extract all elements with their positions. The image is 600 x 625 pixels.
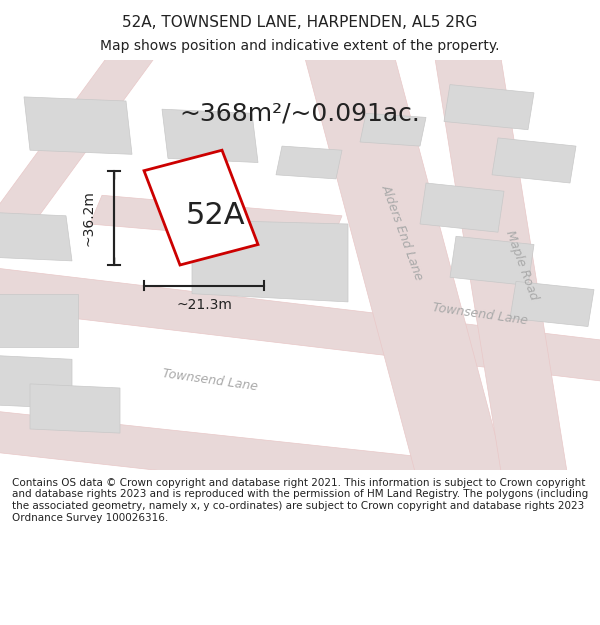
Text: Townsend Lane: Townsend Lane bbox=[431, 301, 529, 328]
Polygon shape bbox=[192, 220, 348, 302]
Text: 52A, TOWNSEND LANE, HARPENDEN, AL5 2RG: 52A, TOWNSEND LANE, HARPENDEN, AL5 2RG bbox=[122, 15, 478, 30]
Polygon shape bbox=[0, 294, 78, 347]
Polygon shape bbox=[0, 212, 72, 261]
Polygon shape bbox=[276, 146, 342, 179]
Text: 52A: 52A bbox=[186, 201, 246, 230]
Text: ~36.2m: ~36.2m bbox=[82, 190, 96, 246]
Text: ~368m²/~0.091ac.: ~368m²/~0.091ac. bbox=[179, 101, 421, 125]
FancyBboxPatch shape bbox=[0, 470, 600, 625]
Polygon shape bbox=[432, 39, 570, 491]
Polygon shape bbox=[360, 113, 426, 146]
Polygon shape bbox=[90, 195, 342, 244]
Polygon shape bbox=[510, 281, 594, 326]
Polygon shape bbox=[450, 236, 534, 286]
Text: Contains OS data © Crown copyright and database right 2021. This information is : Contains OS data © Crown copyright and d… bbox=[12, 478, 588, 522]
Polygon shape bbox=[144, 150, 258, 265]
Polygon shape bbox=[420, 183, 504, 232]
Polygon shape bbox=[24, 97, 132, 154]
Polygon shape bbox=[30, 384, 120, 433]
Text: ~21.3m: ~21.3m bbox=[176, 298, 232, 312]
Polygon shape bbox=[0, 39, 168, 244]
Text: Alders End Lane: Alders End Lane bbox=[379, 182, 425, 282]
Polygon shape bbox=[162, 109, 258, 162]
Polygon shape bbox=[0, 355, 72, 409]
Text: Map shows position and indicative extent of the property.: Map shows position and indicative extent… bbox=[100, 39, 500, 53]
Text: Maple Road: Maple Road bbox=[503, 228, 541, 302]
Polygon shape bbox=[0, 409, 468, 502]
Polygon shape bbox=[492, 138, 576, 183]
Text: Townsend Lane: Townsend Lane bbox=[161, 367, 259, 393]
Polygon shape bbox=[444, 84, 534, 130]
Polygon shape bbox=[0, 265, 600, 388]
Polygon shape bbox=[300, 39, 510, 491]
